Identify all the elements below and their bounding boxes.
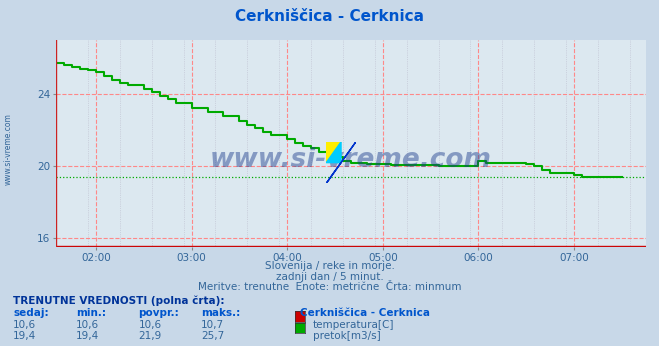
- Text: TRENUTNE VREDNOSTI (polna črta):: TRENUTNE VREDNOSTI (polna črta):: [13, 296, 225, 306]
- Text: 25,7: 25,7: [201, 331, 224, 342]
- Text: Meritve: trenutne  Enote: metrične  Črta: minmum: Meritve: trenutne Enote: metrične Črta: …: [198, 282, 461, 292]
- Text: min.:: min.:: [76, 308, 106, 318]
- Text: sedaj:: sedaj:: [13, 308, 49, 318]
- Text: povpr.:: povpr.:: [138, 308, 179, 318]
- Polygon shape: [326, 142, 341, 163]
- Text: Cerkniščica - Cerknica: Cerkniščica - Cerknica: [235, 9, 424, 24]
- Text: Cerkniščica - Cerknica: Cerkniščica - Cerknica: [300, 308, 430, 318]
- Text: pretok[m3/s]: pretok[m3/s]: [313, 331, 381, 342]
- Polygon shape: [326, 142, 341, 163]
- Text: Slovenija / reke in morje.: Slovenija / reke in morje.: [264, 261, 395, 271]
- Text: 10,6: 10,6: [138, 320, 161, 330]
- Text: 19,4: 19,4: [76, 331, 99, 342]
- Text: www.si-vreme.com: www.si-vreme.com: [210, 147, 492, 173]
- Text: zadnji dan / 5 minut.: zadnji dan / 5 minut.: [275, 272, 384, 282]
- Text: 21,9: 21,9: [138, 331, 161, 342]
- Text: maks.:: maks.:: [201, 308, 241, 318]
- Text: 10,7: 10,7: [201, 320, 224, 330]
- Polygon shape: [326, 142, 356, 183]
- Text: 19,4: 19,4: [13, 331, 36, 342]
- Text: 10,6: 10,6: [76, 320, 99, 330]
- Polygon shape: [326, 163, 341, 183]
- Text: www.si-vreme.com: www.si-vreme.com: [3, 113, 13, 185]
- Text: 10,6: 10,6: [13, 320, 36, 330]
- Text: temperatura[C]: temperatura[C]: [313, 320, 395, 330]
